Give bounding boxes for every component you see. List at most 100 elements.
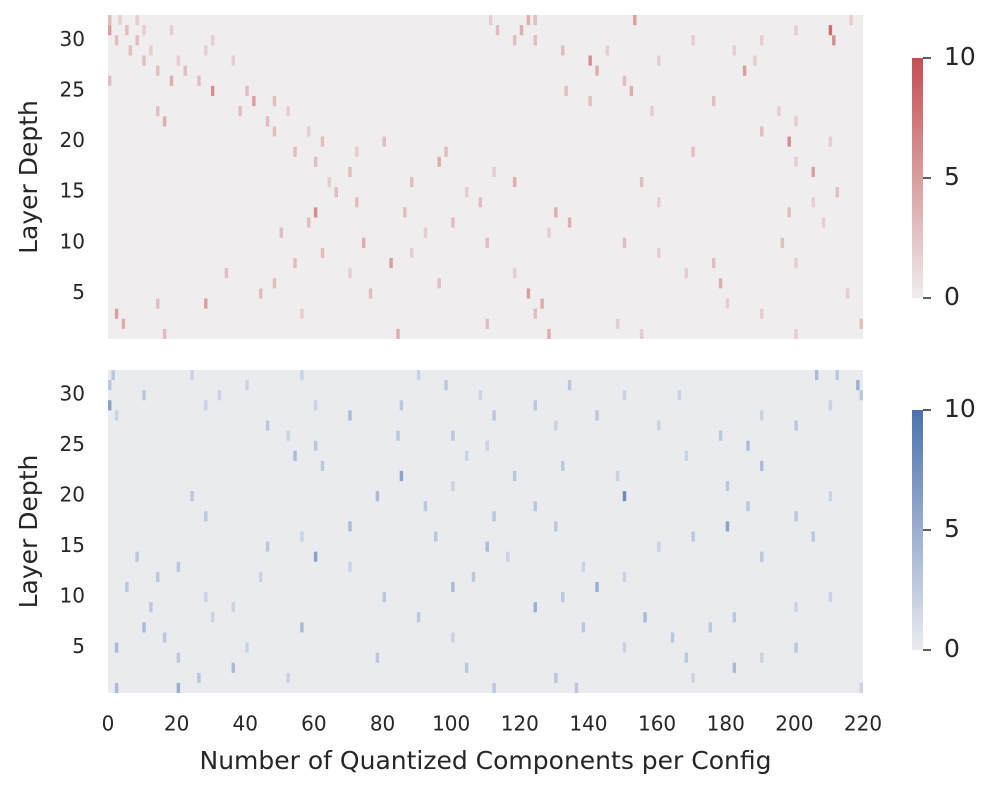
y-axis-label: Layer Depth: [14, 100, 43, 254]
heatmap-cell: [708, 622, 712, 633]
heatmap-cell: [142, 25, 146, 36]
heatmap-cell: [561, 460, 565, 471]
heatmap-cell: [533, 308, 537, 319]
heatmap-cell: [633, 15, 637, 26]
heatmap-cell: [650, 106, 654, 117]
heatmap-cell: [712, 258, 716, 269]
heatmap-cell: [135, 15, 139, 26]
y-tick-label: 30: [60, 27, 85, 51]
heatmap-cell: [231, 662, 235, 673]
heatmap-cell: [760, 35, 764, 46]
heatmap-cell: [125, 25, 129, 36]
heatmap-cell: [533, 501, 537, 512]
heatmap-cell: [162, 116, 167, 127]
heatmap-cell: [828, 592, 833, 603]
heatmap-cell: [327, 177, 332, 188]
heatmap-cell: [574, 682, 579, 693]
heatmap-cell: [742, 65, 747, 76]
heatmap-cell: [286, 672, 290, 683]
heatmap-cell: [760, 308, 764, 319]
heatmap-cell: [361, 237, 366, 248]
heatmap-cell: [300, 622, 304, 633]
heatmap-cell: [794, 156, 798, 167]
y-axis-label: Layer Depth: [14, 455, 43, 609]
heatmap-cell: [856, 380, 860, 391]
x-tick-label: 120: [501, 712, 539, 736]
heatmap-cell: [588, 96, 592, 107]
x-tick-label: 140: [569, 712, 607, 736]
y-tick-label: 10: [60, 584, 85, 608]
heatmap-cell: [622, 491, 627, 502]
heatmap-cell: [533, 35, 537, 46]
heatmap-cell: [691, 672, 695, 683]
heatmap-cell: [162, 328, 167, 339]
heatmap-cell: [732, 662, 737, 673]
heatmap-cell: [320, 460, 325, 471]
heatmap-cell: [451, 481, 455, 492]
x-tick-label: 20: [164, 712, 189, 736]
heatmap-cell: [149, 45, 153, 56]
heatmap-cell: [533, 602, 537, 613]
heatmap-cell: [142, 55, 146, 66]
heatmap-cell: [190, 370, 194, 381]
heatmap-cell: [639, 328, 644, 339]
heatmap-cell: [588, 55, 592, 66]
heatmap-cell: [845, 288, 850, 299]
heatmap-cell: [108, 75, 112, 86]
heatmap-cell: [794, 602, 798, 613]
heatmap-cell: [622, 571, 627, 582]
heatmap-cell: [210, 85, 215, 96]
heatmap-cell: [684, 268, 688, 279]
x-tick-label: 180: [707, 712, 745, 736]
heatmap-cell: [434, 531, 438, 542]
heatmap-cell: [444, 146, 448, 157]
heatmap-cell: [464, 450, 469, 461]
heatmap-cell: [313, 551, 318, 562]
heatmap-cell: [300, 531, 304, 542]
heatmap-cell: [691, 146, 695, 157]
heatmap-cell: [210, 35, 215, 46]
heatmap-cell: [794, 420, 798, 431]
colorbar-tick-label: 5: [944, 514, 960, 543]
heatmap-cell: [410, 177, 414, 188]
heatmap-cell: [732, 45, 737, 56]
heatmap-cell: [540, 298, 544, 309]
heatmap-cell: [204, 45, 208, 56]
heatmap-cell: [313, 207, 318, 218]
heatmap-cell: [348, 410, 352, 421]
heatmap-cell: [114, 308, 119, 319]
heatmap-cell: [451, 430, 455, 441]
heatmap-cell: [526, 15, 531, 26]
heatmap-cell: [485, 318, 489, 329]
heatmap-cell: [348, 166, 352, 177]
heatmap-cell: [725, 298, 730, 309]
y-tick-label: 20: [60, 483, 85, 507]
heatmap-cell: [777, 106, 781, 117]
heatmap-cell: [811, 197, 815, 208]
heatmap-cell: [615, 318, 620, 329]
heatmap-cell: [554, 521, 558, 532]
heatmap-cell: [108, 380, 112, 391]
heatmap-cell: [512, 268, 517, 279]
heatmap-cell: [108, 25, 112, 36]
heatmap-cell: [828, 25, 833, 36]
heatmap-cell: [156, 571, 160, 582]
heatmap-cell: [382, 136, 386, 147]
heatmap-cell: [348, 521, 352, 532]
heatmap-cell: [156, 298, 160, 309]
heatmap-cell: [176, 55, 181, 66]
heatmap-cell: [293, 258, 297, 269]
heatmap-cell: [320, 247, 325, 258]
heatmap-cell: [204, 298, 208, 309]
heatmap-cell: [121, 318, 126, 329]
heatmap-cell: [495, 25, 500, 36]
heatmap-cell: [231, 602, 235, 613]
x-tick-label: 200: [775, 712, 813, 736]
heatmap-cell: [149, 602, 153, 613]
x-tick-label: 100: [432, 712, 470, 736]
heatmap-cell: [512, 177, 517, 188]
heatmap-cell: [657, 55, 661, 66]
heatmap-cell: [691, 35, 695, 46]
heatmap-cell: [554, 420, 558, 431]
heatmap-cell: [176, 561, 181, 572]
